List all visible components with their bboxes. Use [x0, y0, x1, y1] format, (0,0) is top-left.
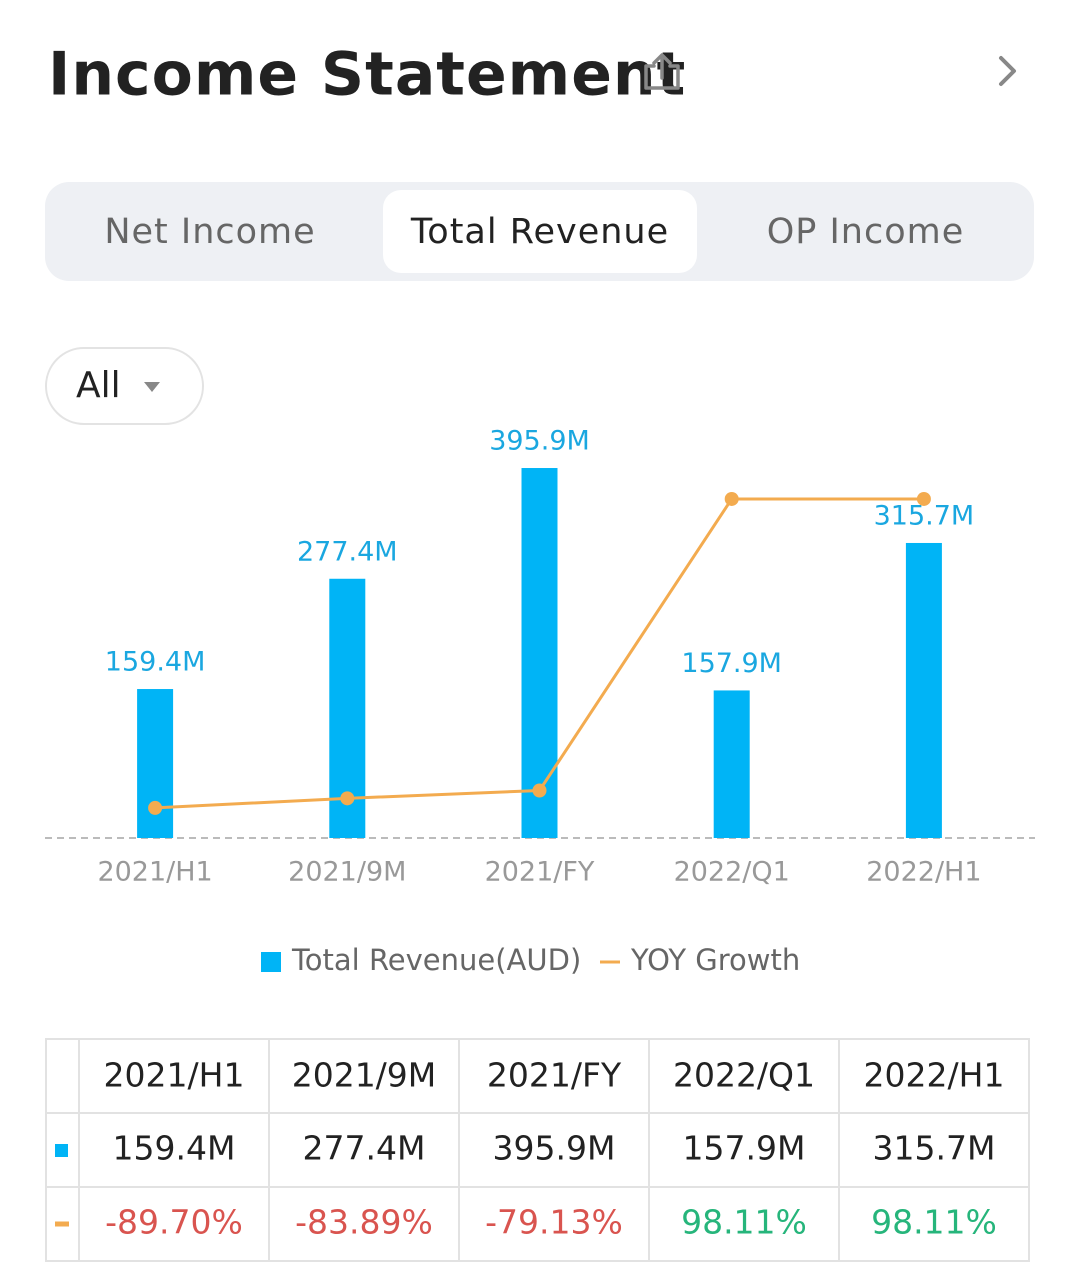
table-cell: 395.9M	[493, 1129, 616, 1168]
bar	[905, 542, 942, 838]
table-cell: 157.9M	[683, 1129, 806, 1168]
x-tick-label: 2022/Q1	[674, 857, 790, 888]
table-cell: 277.4M	[303, 1129, 426, 1168]
table-border	[45, 1038, 1030, 1262]
bar	[713, 690, 750, 838]
table-header: 2021/H1	[104, 1056, 245, 1095]
page-title: Income Statement	[48, 40, 686, 110]
legend-swatch	[261, 952, 281, 972]
table-header: 2021/FY	[487, 1056, 622, 1095]
line-point	[532, 783, 547, 798]
filter-dropdown[interactable]	[45, 347, 204, 425]
data-label: 395.9M	[489, 426, 590, 457]
table-cell: 315.7M	[873, 1129, 996, 1168]
line-point	[148, 800, 163, 815]
row-marker	[55, 1144, 68, 1157]
bar	[137, 689, 174, 838]
data-label: 157.9M	[681, 648, 782, 679]
data-label: 159.4M	[105, 647, 206, 678]
line-point	[340, 791, 355, 806]
share-icon-box	[644, 64, 680, 90]
filter-label: All	[76, 365, 121, 406]
x-tick-label: 2021/FY	[485, 857, 595, 888]
table-header: 2021/9M	[292, 1056, 437, 1095]
line-point	[916, 491, 931, 506]
x-tick-label: 2021/H1	[97, 857, 212, 888]
tab[interactable]: Net Income	[104, 212, 315, 252]
table-header: 2022/H1	[864, 1056, 1005, 1095]
table-cell: 98.11%	[681, 1203, 807, 1242]
tab-active-bg	[383, 190, 697, 273]
dropdown-arrow	[144, 382, 160, 392]
tab[interactable]: OP Income	[767, 212, 965, 252]
bar	[521, 468, 558, 838]
chevron-button[interactable]	[999, 56, 1016, 86]
table-header: 2022/Q1	[673, 1056, 815, 1095]
table-cell: -83.89%	[295, 1203, 433, 1242]
legend-label: Total Revenue(AUD)	[291, 943, 581, 977]
line-point	[724, 491, 739, 506]
table-cell: 159.4M	[113, 1129, 236, 1168]
row-marker	[55, 1221, 69, 1227]
share-icon-arrow	[652, 53, 672, 80]
table-cell: 98.11%	[871, 1203, 997, 1242]
legend-label: YOY Growth	[630, 943, 800, 977]
table-cell: -79.13%	[485, 1203, 623, 1242]
share-button[interactable]	[644, 53, 680, 90]
x-tick-label: 2022/H1	[866, 857, 981, 888]
tab[interactable]: Total Revenue	[410, 212, 669, 252]
data-label: 277.4M	[297, 536, 398, 567]
x-tick-label: 2021/9M	[288, 857, 406, 888]
table-cell: -89.70%	[105, 1203, 243, 1242]
